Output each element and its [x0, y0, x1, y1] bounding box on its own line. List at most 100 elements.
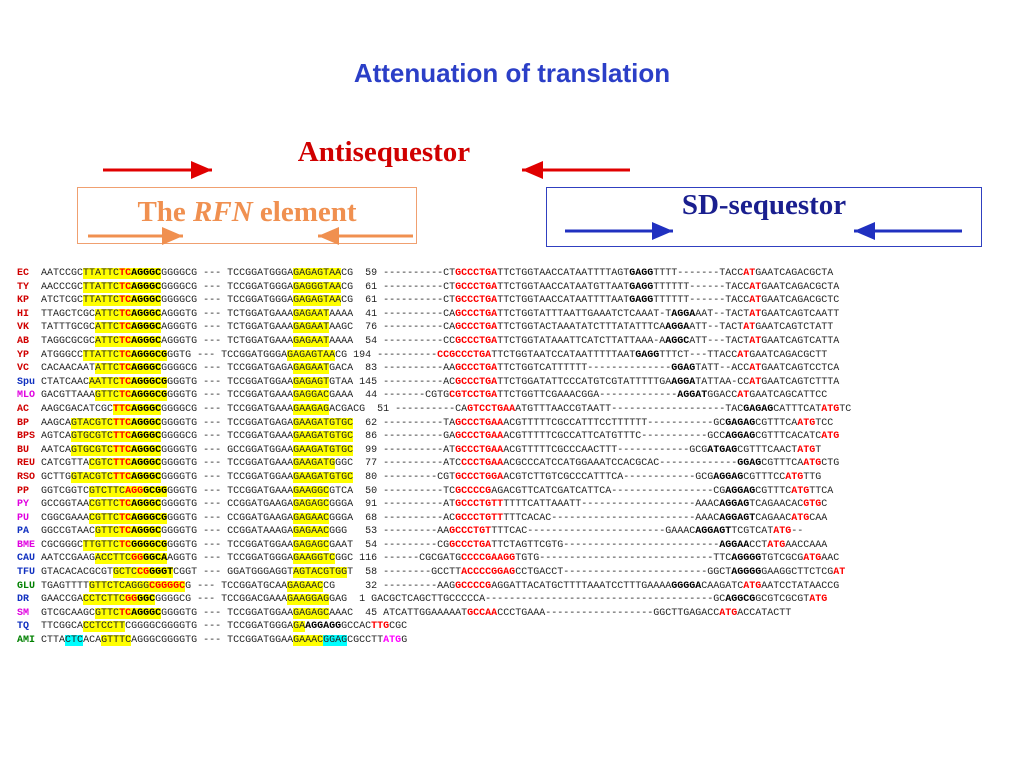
- sequence-segment: AGGG: [125, 580, 150, 592]
- sequence-segment: GTCTTC: [89, 485, 126, 497]
- sequence-segment: TTC: [113, 458, 132, 470]
- sequence-segment: AAC: [821, 553, 840, 565]
- sequence-segment: GGCCGTAAC: [41, 526, 96, 538]
- sequence-segment: TTCTAGTTCGTG--------------------------: [491, 539, 720, 551]
- sequence-segment: GCCAA: [467, 607, 498, 619]
- sequence-segment: AT: [749, 363, 762, 375]
- sequence-segment: TC: [119, 308, 132, 320]
- sequence-segment: GCCCCG: [455, 580, 492, 592]
- alignment-row: PP GGTCGGTCGTCTTCAGGGCGGGGGTG --- TCCGGA…: [17, 485, 851, 499]
- sequence-segment: ATG: [785, 471, 804, 483]
- alignment-row: AMI CTTACTCACAGTTTCAGGGCGGGGTG --- TCCGG…: [17, 634, 851, 648]
- sequence-segment: GCGTCGCGT: [755, 594, 810, 606]
- sequence-segment: GAAGATG: [293, 458, 336, 470]
- sequence-segment: GCCCTGA: [455, 281, 498, 293]
- sequence-segment: TATTTGCGC: [41, 322, 96, 334]
- sequence-segment: GGAG: [737, 458, 762, 470]
- sequence-segment: TC: [119, 376, 132, 388]
- sequence-segment: TC: [119, 335, 132, 347]
- sequence-segment: TTCTGGTA: [497, 268, 546, 279]
- sequence-segment: CGC: [389, 621, 408, 633]
- sequence-segment: AGGGCG: [131, 512, 168, 524]
- organism-code: PA: [17, 526, 30, 538]
- sequence-segment: CGTTTCACATC: [755, 431, 822, 443]
- sequence-segment: GTG: [803, 499, 822, 511]
- sequence-segment: AAAA 54 ----------CC: [329, 335, 456, 347]
- sequence-segment: AGACGTTCATCGATCATTCA-----------------CG: [491, 485, 726, 497]
- sequence-segment: 99 ----------AT: [353, 444, 456, 456]
- alignment-row: PU CGGCGAAACGTTCTCAGGGCGGGGTG --- CCGGAT…: [17, 512, 851, 526]
- alignment-row: REU CATCGTTACGTCTTCAGGGCGGGGTG --- TCCGG…: [17, 457, 851, 471]
- row-spacer: [29, 621, 41, 632]
- sequence-segment: ACGTTTTTCGCCATTCATGTTTC-----------GCC: [503, 431, 726, 443]
- sequence-segment: GCCCTGGA: [455, 471, 504, 483]
- organism-code: BU: [17, 444, 30, 456]
- sequence-segment: ACGACG 51 ----------CA: [329, 403, 468, 415]
- sequence-segment: GCCCTGAA: [455, 431, 504, 443]
- sequence-segment: GAGAAT: [293, 363, 330, 375]
- sequence-segment: TTTTCATTAAATT-------------------AAAC: [503, 499, 720, 511]
- sequence-segment: TTC: [113, 403, 132, 415]
- sequence-segment: GCCCTGA: [455, 322, 498, 334]
- sequence-segment: TC: [119, 499, 132, 511]
- sequence-segment: GAGAGTAA: [293, 295, 342, 307]
- sequence-segment: ACGTTTTTCGCCATTTCCTTTTTT-----------GC: [503, 417, 726, 429]
- sequence-segment: CATCGTTA: [41, 458, 90, 470]
- sequence-segment: AGGGC: [131, 268, 162, 279]
- sequence-segment: AGGGC: [131, 281, 162, 293]
- sequence-segment: CG 61 ----------CT: [341, 281, 456, 293]
- alignment-row: CAU AATCCGAAGACCTTCGGGGCAAGGTG --- TCCGG…: [17, 552, 851, 566]
- sequence-segment: TC: [119, 349, 132, 361]
- sequence-segment: GAGAAC: [293, 526, 330, 538]
- sequence-segment: GTACGTC: [71, 417, 114, 429]
- sequence-segment: CG 61 ----------CT: [341, 295, 456, 307]
- sequence-segment: TTCTGGTAACCATAATGTTAAT: [497, 281, 630, 293]
- sequence-segment: AACCAAA: [785, 539, 828, 551]
- alignment-row: MLO GACGTTAAAGTTCTCAGGGCGGGGTG --- TCCGG…: [17, 389, 851, 403]
- sequence-segment: GTGCGTC: [71, 444, 114, 456]
- sequence-segment: GGAG: [323, 635, 348, 647]
- sequence-segment: GAATCAGTCCTCA: [761, 363, 840, 375]
- sequence-segment: AGGGC: [131, 363, 162, 375]
- alignment-row: BP AAGCAGTACGTCTTCAGGGCGGGGTG --- TCCGGA…: [17, 417, 851, 431]
- sequence-segment: AGGGC: [131, 335, 162, 347]
- sequence-segment: GAGAGTAA: [287, 349, 336, 361]
- sequence-segment: GAGGGTAA: [293, 281, 342, 293]
- sequence-segment: AAGC 76 ----------CA: [329, 322, 456, 334]
- sequence-segment: GAGAG: [743, 403, 774, 415]
- alignment-row: VC CACAACAATATTCTCAGGGCGGGGCG --- TCCGGA…: [17, 362, 851, 376]
- sequence-segment: AGGGC: [131, 499, 162, 511]
- sequence-segment: GCCCTGAA: [455, 417, 504, 429]
- sequence-segment: GGGGCG --- TCCGGATGAAA: [161, 403, 294, 415]
- sequence-segment: GGGGTG --- TCCGGATGAGA: [161, 417, 294, 429]
- row-spacer: [29, 513, 41, 524]
- sequence-segment: GGGGTG --- TCCGGATGGAA: [161, 471, 294, 483]
- sequence-segment: AGGAG: [725, 485, 756, 497]
- sequence-segment: AGGA: [665, 322, 690, 334]
- sequence-segment: AGGGC: [131, 526, 162, 538]
- alignment-row: DR GAACCGACCTCTTCGGGGCGGGGCG --- TCCGGAC…: [17, 593, 851, 607]
- sequence-segment: TC: [119, 607, 132, 619]
- sequence-segment: TC: [119, 268, 132, 279]
- sequence-segment: CTG: [821, 458, 840, 470]
- sequence-segment: GGGGTG --- GCCGGATGGAA: [161, 444, 294, 456]
- organism-code: DR: [17, 594, 30, 606]
- sequence-segment: CATTTCAT: [773, 403, 822, 415]
- alignment-row: BPS AGTCAGTGCGTCTTCAGGGCGGGGCG --- TCCGG…: [17, 430, 851, 444]
- sequence-segment: GAGAGT: [293, 376, 330, 388]
- sequence-segment: GGGTG --- CCGGATGAAGA: [167, 512, 294, 524]
- sequence-segment: ACCATACTT: [737, 607, 792, 619]
- sequence-segment: GGGTG --- TCCGGATGGAA: [167, 539, 294, 551]
- sequence-segment: ATCTCGC: [41, 295, 84, 307]
- sequence-segment: GCCCTGA: [455, 268, 498, 279]
- organism-code: VK: [17, 322, 30, 334]
- sequence-segment: 80 ---------CGT: [353, 471, 456, 483]
- sequence-segment: AGGGC: [131, 431, 162, 443]
- sequence-segment: TTCTGGTAACCATAATTTTAAT: [497, 295, 630, 307]
- sequence-segment: GGGGTG --- TCCGGATGGAA: [161, 607, 294, 619]
- sequence-segment: GAGG: [629, 281, 654, 293]
- sequence-segment: AGGA: [671, 376, 696, 388]
- sequence-alignment: EC AATCCGCTTATTCTCAGGGCGGGGCG --- TCCGGA…: [17, 267, 851, 648]
